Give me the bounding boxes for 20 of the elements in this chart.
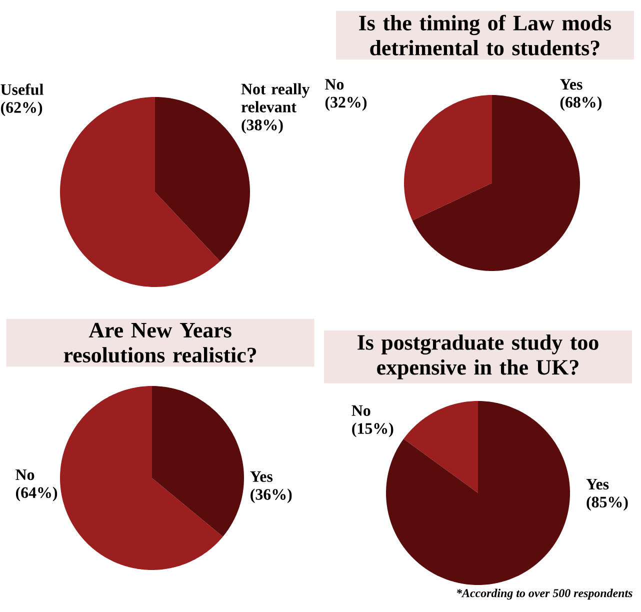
chart-title: Are New Years resolutions realistic? [64, 322, 256, 363]
slice-label: No [325, 79, 344, 90]
data-label: (64%) [16, 486, 58, 502]
data-label: (85%) [586, 496, 628, 511]
slice-label: Yes [586, 478, 609, 490]
slice-label: Useful [0, 84, 44, 95]
data-label: (62%) [1, 102, 42, 116]
data-label: (15%) [352, 422, 394, 438]
data-label: (32%) [325, 96, 367, 111]
chart-title: Is postgraduate study too expensive in the UK? [358, 334, 598, 380]
chart-title: Is the timing of Law mods detrimental to students? [359, 14, 612, 56]
slice-label: Not really relevant [241, 83, 310, 112]
text: *According to over 500 respondents [457, 588, 632, 600]
slice-label: Yes [250, 471, 273, 482]
data-label: (36%) [250, 488, 292, 504]
slice-label: No [16, 469, 34, 480]
slice-label: No [352, 405, 370, 416]
slice-label: Yes [560, 79, 582, 90]
data-label: (68%) [560, 96, 602, 111]
data-label: (38%) [242, 119, 283, 134]
